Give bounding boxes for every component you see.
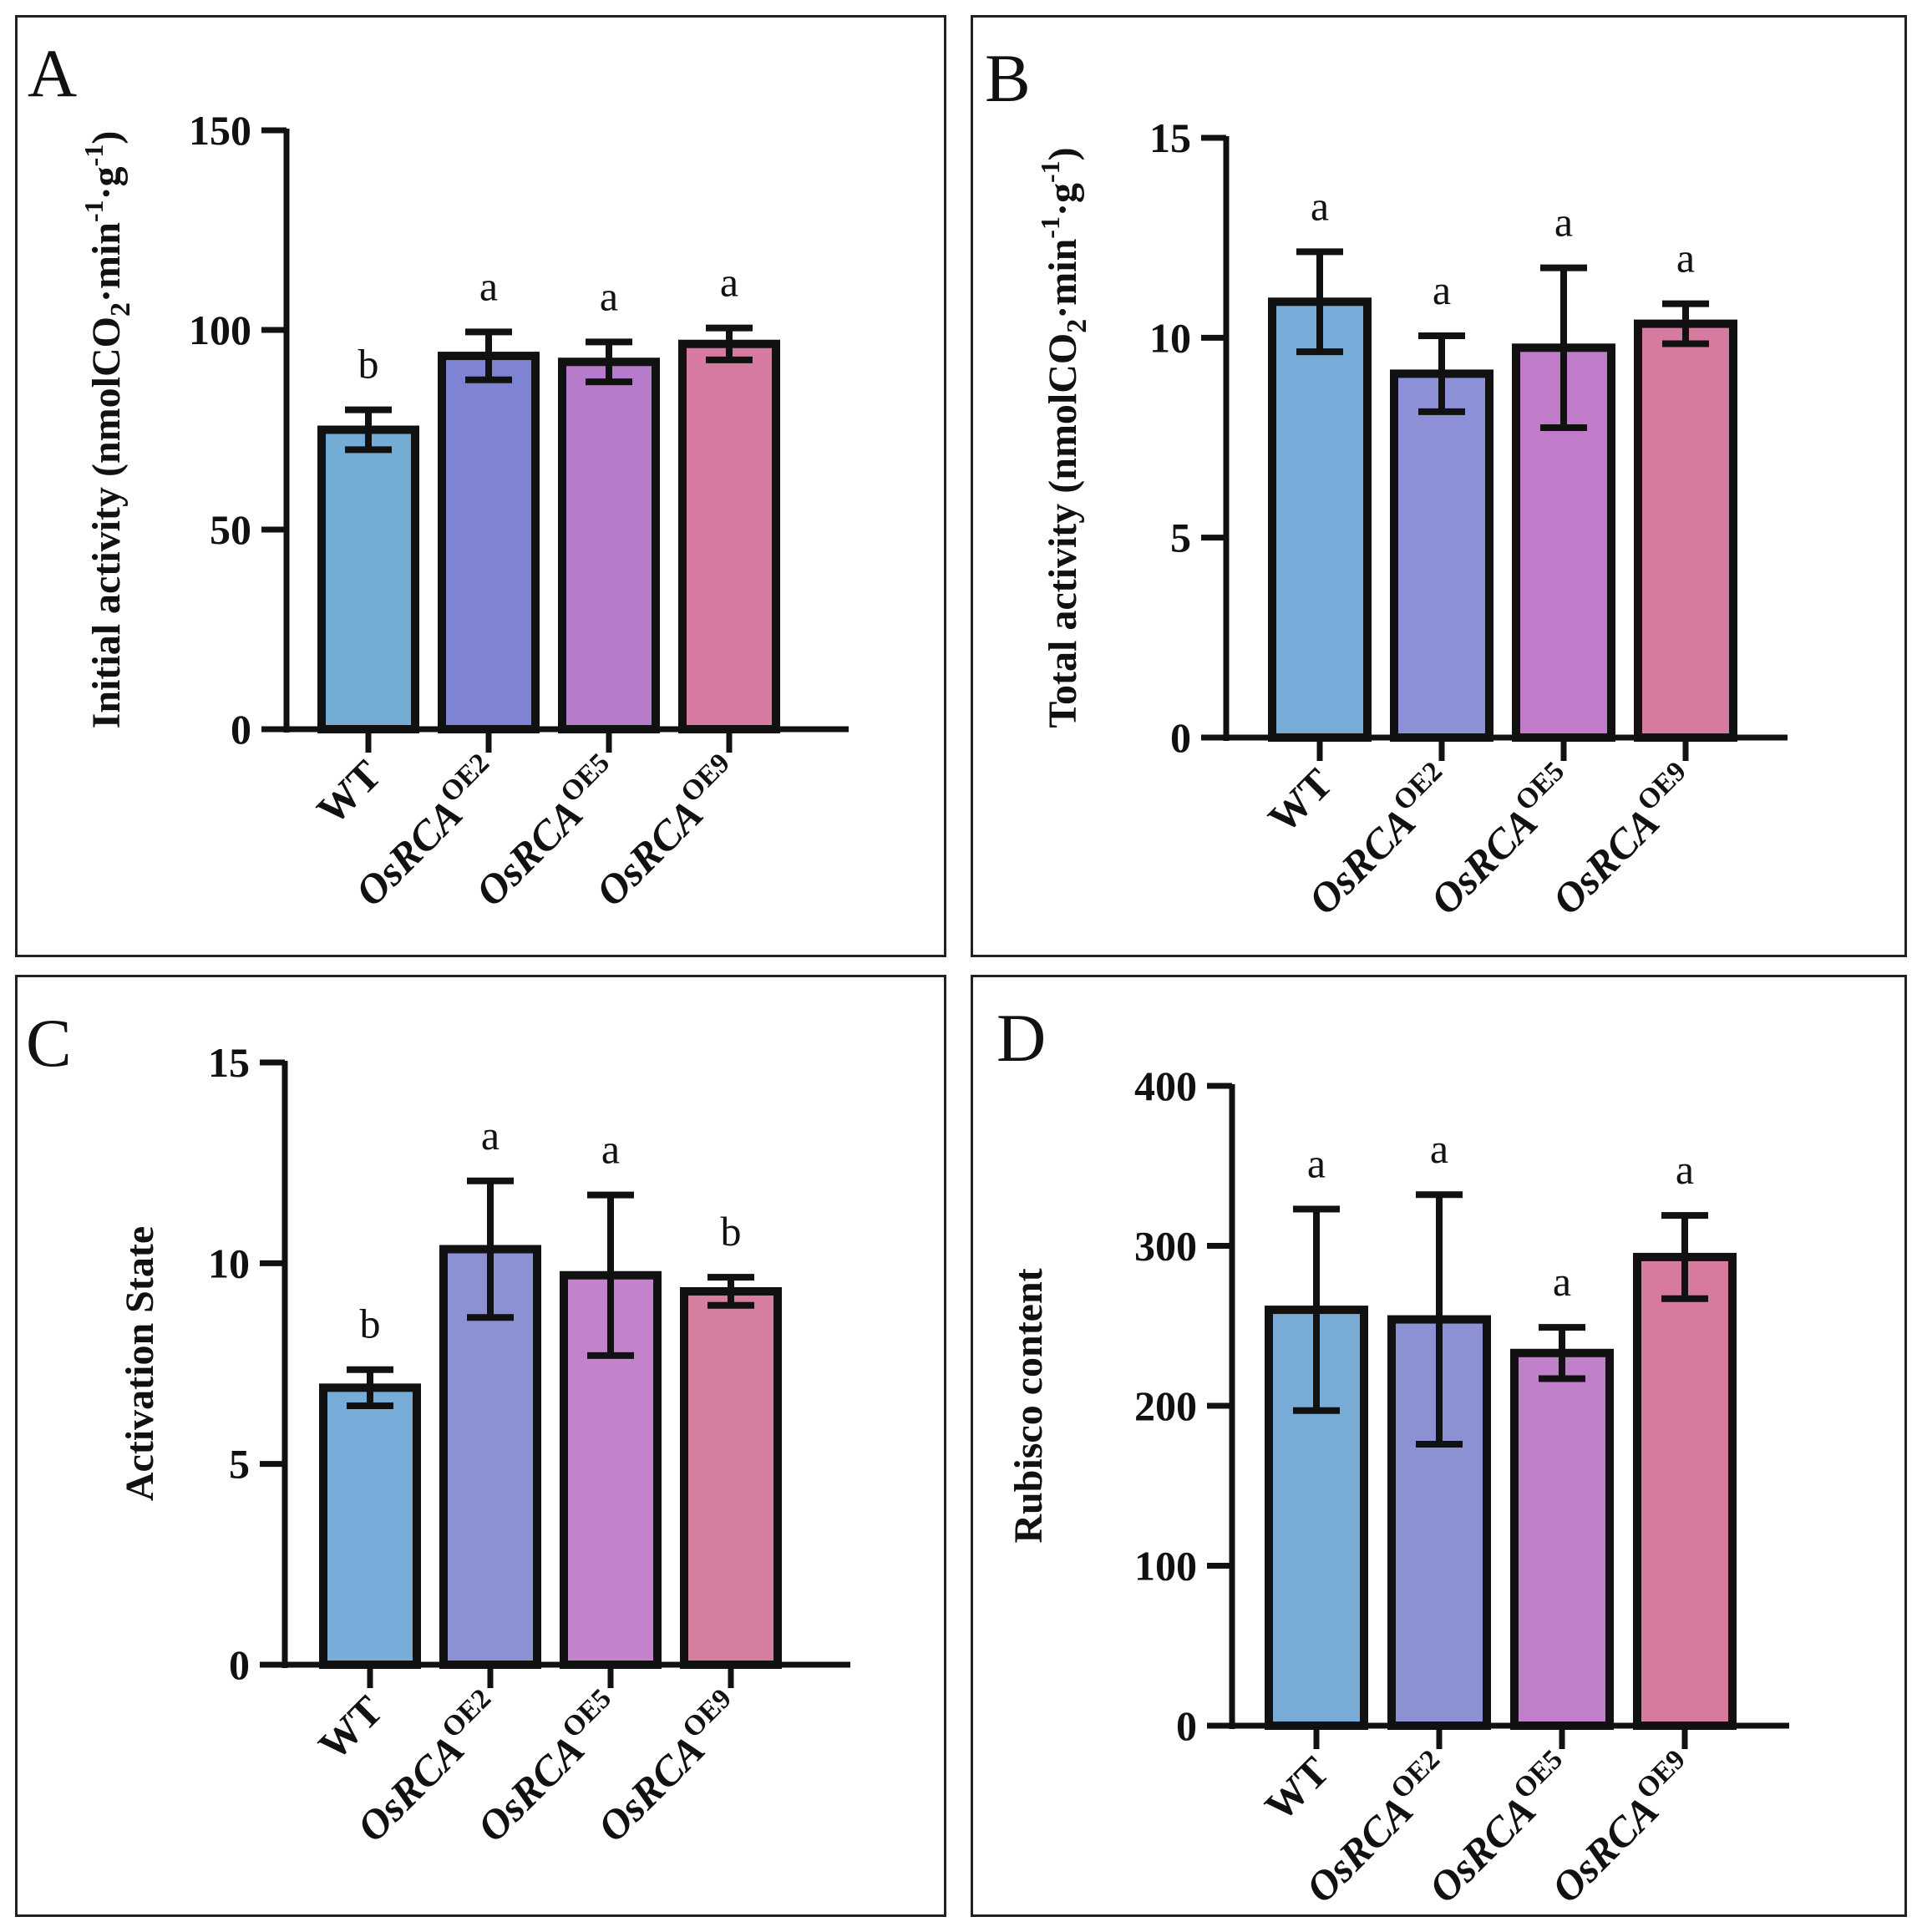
x-tick-label: WT [1255,1747,1338,1830]
y-axis-label-subscript: 2 [105,302,136,317]
y-tick-label: 0 [1176,1702,1197,1749]
bar [319,1383,421,1669]
y-tick-label: 15 [1149,114,1191,161]
bar [678,339,780,733]
bar [680,1286,782,1669]
x-tick-label-text: WT [1259,759,1341,842]
bar [1634,319,1737,742]
x-tick-label-text: OsRCA [1542,1787,1667,1912]
y-axis-label: Activation State [118,1226,162,1501]
bar [1268,297,1372,742]
y-tick-label: 300 [1134,1223,1197,1270]
significance-letter: a [1430,1125,1448,1172]
significance-letter: a [479,262,498,309]
y-axis-label-text: Rubisco content [1007,1268,1051,1543]
y-axis-label-superscript: -1 [1035,160,1065,183]
y-axis-label-text: ) [1041,147,1085,160]
y-tick-label: 10 [208,1240,250,1286]
y-axis-label-text: ·min [84,222,129,302]
significance-letter: b [358,341,379,388]
y-axis-label-superscript: -1 [79,145,109,167]
panel-label: D [996,1000,1046,1076]
significance-letter: a [720,259,738,306]
y-tick-label: 100 [1134,1543,1197,1590]
panel-label: A [28,35,77,111]
significance-letter: a [1676,235,1695,281]
x-tick-label-text: OsRCA [466,790,591,915]
significance-letter: a [600,272,618,319]
significance-letter: a [1433,266,1451,313]
y-axis-label: Initial activity (nmolCO2·min-1·g-1) [79,131,136,729]
significance-letter: a [1307,1139,1326,1186]
y-tick-label: 100 [189,307,251,353]
x-tick-label-text: OsRCA [586,790,712,915]
y-tick-label: 0 [231,706,251,753]
bar [1390,369,1493,742]
y-tick-label: 15 [208,1039,250,1086]
panel-d: D 0 100 200 300 400 Rubisco content a WT a OsRCAOE… [971,975,1907,1917]
y-axis-label-text: ) [84,131,129,145]
y-axis-label-superscript: -1 [1035,216,1065,239]
y-tick-label: 5 [1170,515,1191,561]
significance-letter: a [1676,1146,1694,1193]
significance-letter: a [1311,182,1329,229]
y-tick-label: 0 [229,1641,250,1688]
y-axis-label: Rubisco content [1007,1268,1051,1543]
significance-letter: b [360,1301,381,1347]
y-tick-label: 5 [229,1441,250,1488]
x-tick-label-text: OsRCA [1296,1787,1422,1912]
bar [317,425,419,733]
panel-c: C 0 5 10 15 Activation State b WT a OsRCAOE2 a OsRC… [15,975,946,1917]
significance-letter: a [481,1112,500,1159]
y-tick-label: 0 [1170,714,1191,761]
bar [1633,1252,1737,1730]
y-axis-label: Total activity (nmolCO2·min-1·g-1) [1035,147,1093,728]
y-tick-label: 200 [1134,1382,1197,1429]
bar [1510,1348,1614,1730]
panel-a: A 0 50 100 150 Initial activity (nmolCO2·min-… [15,15,946,957]
significance-letter: a [1553,1258,1571,1305]
y-axis-label-text: ·g [84,166,129,200]
x-tick-label-text: OsRCA [468,1726,593,1851]
y-axis-label-text: ·g [1041,183,1085,216]
x-tick-label: WT [307,751,390,834]
x-tick-label-text: OsRCA [1543,799,1668,924]
x-tick-label-text: OsRCA [588,1726,713,1851]
y-axis-label-superscript: -1 [79,200,109,222]
y-tick-label: 150 [189,107,251,154]
bar [438,352,540,733]
x-tick-label-text: WT [307,751,390,834]
x-tick-label-text: WT [309,1686,392,1769]
x-tick-label-text: OsRCA [1421,799,1546,924]
y-axis-label-text: Activation State [118,1226,162,1501]
y-tick-label: 50 [210,506,251,553]
bar [558,357,660,733]
x-tick-label: WT [309,1686,392,1769]
x-tick-label-text: OsRCA [1299,799,1424,924]
panel-label: B [985,40,1031,116]
significance-letter: b [721,1208,742,1255]
significance-letter: a [601,1126,620,1173]
significance-letter: a [1554,199,1573,246]
panel-b: B 0 5 10 15 Total activity (nmolCO2·min-1·g-1… [971,15,1907,957]
y-axis-label-text: ·min [1041,239,1085,319]
panel-label: C [26,1005,72,1081]
y-tick-label: 400 [1134,1062,1197,1109]
x-tick-label-text: WT [1255,1747,1338,1830]
y-axis-label-text: Total activity (nmolCO [1041,333,1085,728]
x-tick-label: WT [1259,759,1341,842]
y-tick-label: 10 [1149,314,1191,361]
x-tick-label-text: OsRCA [1419,1787,1544,1912]
y-axis-label-subscript: 2 [1062,319,1093,333]
y-axis-label-text: Initial activity (nmolCO [84,317,129,728]
